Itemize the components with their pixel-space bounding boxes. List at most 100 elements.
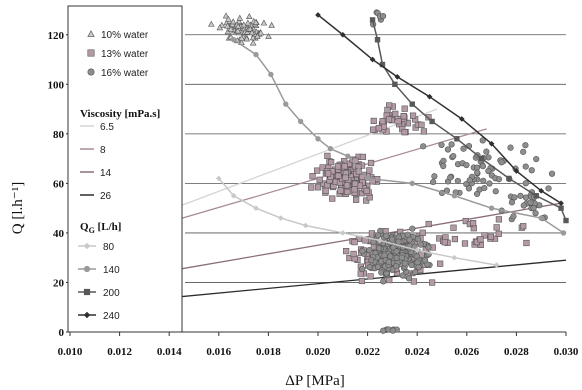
qg-curve-point: [533, 193, 539, 199]
scatter-point: [461, 240, 469, 247]
scatter-point: [374, 232, 382, 239]
legend-viscosity-label: 8: [100, 145, 106, 156]
x-tick-labels: 0.010 0.012 0.014 0.016 0.018 0.020 0.022 0.024…: [58, 346, 579, 358]
scatter-point: [412, 269, 419, 276]
scatter-point: [366, 167, 373, 174]
scatter-point: [510, 213, 517, 220]
scatter-point: [479, 137, 486, 144]
x-tick-label: 0.010: [58, 346, 83, 358]
y-tick-label: 80: [53, 129, 65, 141]
scatter-point: [527, 199, 534, 206]
scatter-point: [359, 247, 366, 255]
scatter-point: [493, 224, 500, 231]
scatter-point: [440, 157, 447, 164]
scatter-point: [309, 173, 316, 180]
scatter-point: [405, 275, 413, 282]
qg-curve-point: [409, 180, 415, 187]
scatter-point: [479, 163, 487, 170]
qg-curve-point: [345, 153, 351, 159]
qg-curve-point: [253, 51, 259, 58]
scatter-point: [447, 174, 454, 181]
scatter-point: [485, 167, 492, 175]
scatter-point: [460, 145, 467, 152]
qg-curve-point: [513, 168, 520, 174]
scatter-point: [363, 197, 370, 204]
y-tick-label: 100: [48, 79, 65, 91]
qg-curve-point: [339, 230, 346, 236]
legend-viscosity-label: 26: [100, 191, 112, 202]
qg-curve-point: [315, 136, 321, 142]
scatter-point: [495, 230, 502, 237]
legend-qg-label: 200: [103, 288, 120, 299]
scatter-point: [248, 29, 256, 36]
x-tick-label: 0.020: [306, 346, 331, 358]
scatter-point: [342, 174, 349, 181]
scatter-point: [517, 192, 524, 199]
scatter-point: [244, 19, 252, 26]
qg-curve-point: [506, 175, 512, 182]
legend-water-marker: [87, 30, 95, 37]
scatter-point: [520, 202, 527, 209]
scatter-point: [487, 233, 494, 240]
scatter-point: [401, 105, 408, 112]
scatter-point: [485, 154, 492, 161]
scatter-point: [548, 170, 556, 177]
qg-curve-point: [369, 17, 376, 23]
qg-curve-point: [339, 31, 346, 38]
legend-water-label: 10% water: [101, 30, 149, 41]
scatter-point: [229, 18, 237, 25]
scatter-point: [528, 167, 535, 174]
qg-curve-point: [374, 37, 381, 43]
x-tick-label: 0.024: [405, 346, 430, 358]
scatter-point: [520, 223, 527, 230]
scatter-point: [410, 278, 418, 285]
scatter-point: [374, 263, 382, 271]
scatter-point: [243, 35, 250, 42]
scatter-point: [260, 19, 268, 26]
scatter-point: [408, 261, 415, 269]
legend-qg-entries: 80 140 200 240: [78, 242, 120, 322]
scatter-point: [409, 225, 416, 232]
scatter-point: [401, 260, 408, 267]
scatter-point: [265, 32, 272, 39]
y-tick-label: 0: [59, 327, 65, 339]
scatter-point: [351, 186, 358, 193]
scatter-series: [207, 12, 275, 46]
scatter-point: [386, 276, 393, 284]
scatter-point: [481, 232, 488, 239]
qg-curve-point: [377, 237, 383, 244]
x-tick-label: 0.018: [256, 346, 281, 358]
qg-curve-point: [429, 118, 435, 125]
scatter-point: [389, 327, 396, 334]
scatter-point: [359, 153, 367, 161]
legend-viscosity-label: 14: [100, 168, 112, 179]
qg-curve-line: [233, 39, 564, 234]
scatter-point: [366, 264, 373, 271]
scatter-point: [444, 146, 452, 153]
legend-viscosity-title: Viscosity [mPa.s]: [80, 108, 160, 120]
scatter-point: [522, 194, 530, 201]
scatter-point: [495, 176, 503, 183]
scatter-point: [322, 187, 329, 194]
scatter-point: [316, 176, 323, 183]
scatter-point: [507, 144, 514, 151]
scatter-point: [268, 21, 275, 28]
scatter-series: [359, 9, 556, 334]
scatter-point: [238, 34, 246, 41]
legend-qg-label: 140: [103, 265, 120, 276]
legend-water-marker: [87, 49, 95, 57]
scatter-point: [319, 164, 326, 171]
scatter-point: [448, 141, 455, 148]
scatter-point: [421, 257, 429, 264]
qg-curve-80: [215, 175, 500, 268]
scatter-point: [236, 14, 244, 21]
scatter-point: [398, 254, 405, 261]
scatter-point: [406, 236, 413, 243]
viscosity-line-6-5: [173, 108, 438, 209]
qg-curve-140: [230, 37, 567, 236]
qg-curve-point: [315, 12, 321, 18]
scatter-point: [315, 184, 322, 191]
scatter-point: [440, 162, 447, 170]
legend-qg-marker: [83, 288, 91, 296]
scatter-point: [511, 194, 518, 201]
